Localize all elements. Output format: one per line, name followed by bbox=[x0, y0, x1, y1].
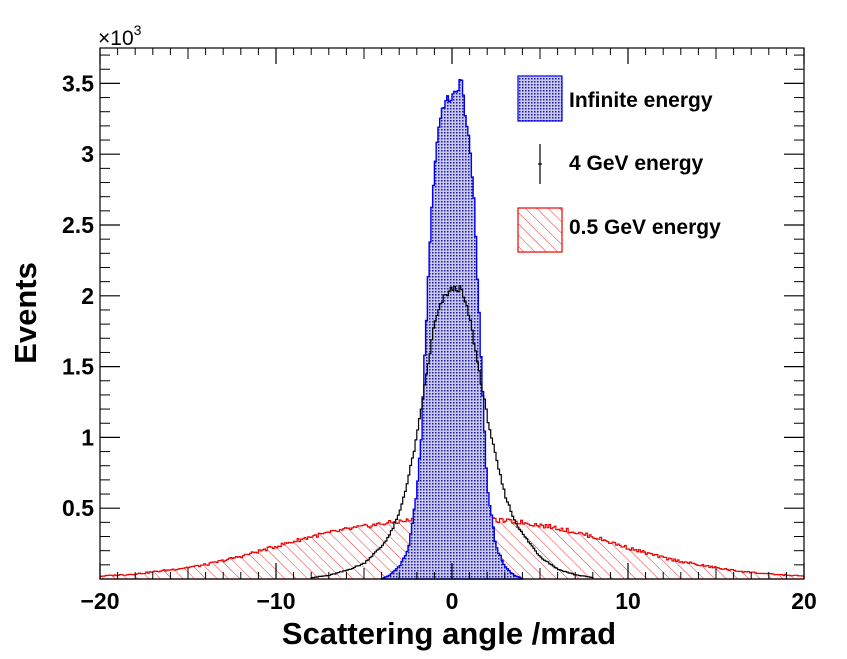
y-multiplier-label: ×103 bbox=[98, 22, 142, 50]
x-tick-label: −10 bbox=[256, 588, 295, 614]
y-tick-label: 3.5 bbox=[62, 70, 94, 96]
x-tick-label: −20 bbox=[80, 588, 119, 614]
y-tick-label: 2 bbox=[81, 283, 94, 309]
legend: Infinite energy 4 GeV energy 0.5 GeV ene… bbox=[517, 75, 721, 253]
x-tick-label: 20 bbox=[791, 588, 817, 614]
legend-swatch-infinite bbox=[517, 75, 563, 122]
y-tick-label: 1.5 bbox=[62, 354, 94, 380]
legend-swatch-05gev bbox=[517, 207, 563, 253]
y-tick-label: 3 bbox=[81, 141, 94, 167]
ticks bbox=[99, 48, 805, 579]
y-tick-label: 1 bbox=[81, 424, 94, 450]
x-axis-title: Scattering angle /mrad bbox=[282, 616, 616, 651]
x-tick-label: 0 bbox=[446, 588, 459, 614]
y-multiplier-exponent: 3 bbox=[134, 22, 142, 38]
y-multiplier-prefix: ×10 bbox=[98, 27, 134, 50]
series-infinite-histogram bbox=[380, 79, 524, 580]
y-tick-label: 2.5 bbox=[62, 212, 94, 238]
x-tick-label: 10 bbox=[615, 588, 641, 614]
series-4gev-histogram bbox=[310, 285, 594, 579]
legend-label-4gev: 4 GeV energy bbox=[569, 152, 704, 175]
y-axis-title: Events bbox=[8, 262, 43, 364]
y-tick-label: 0.5 bbox=[62, 495, 94, 521]
legend-label-infinite: Infinite energy bbox=[569, 89, 713, 112]
legend-label-05gev: 0.5 GeV energy bbox=[569, 216, 721, 239]
tick-labels: −20 −10 0 10 20 0.5 1 1.5 2 2.5 3 3.5 bbox=[62, 70, 817, 614]
